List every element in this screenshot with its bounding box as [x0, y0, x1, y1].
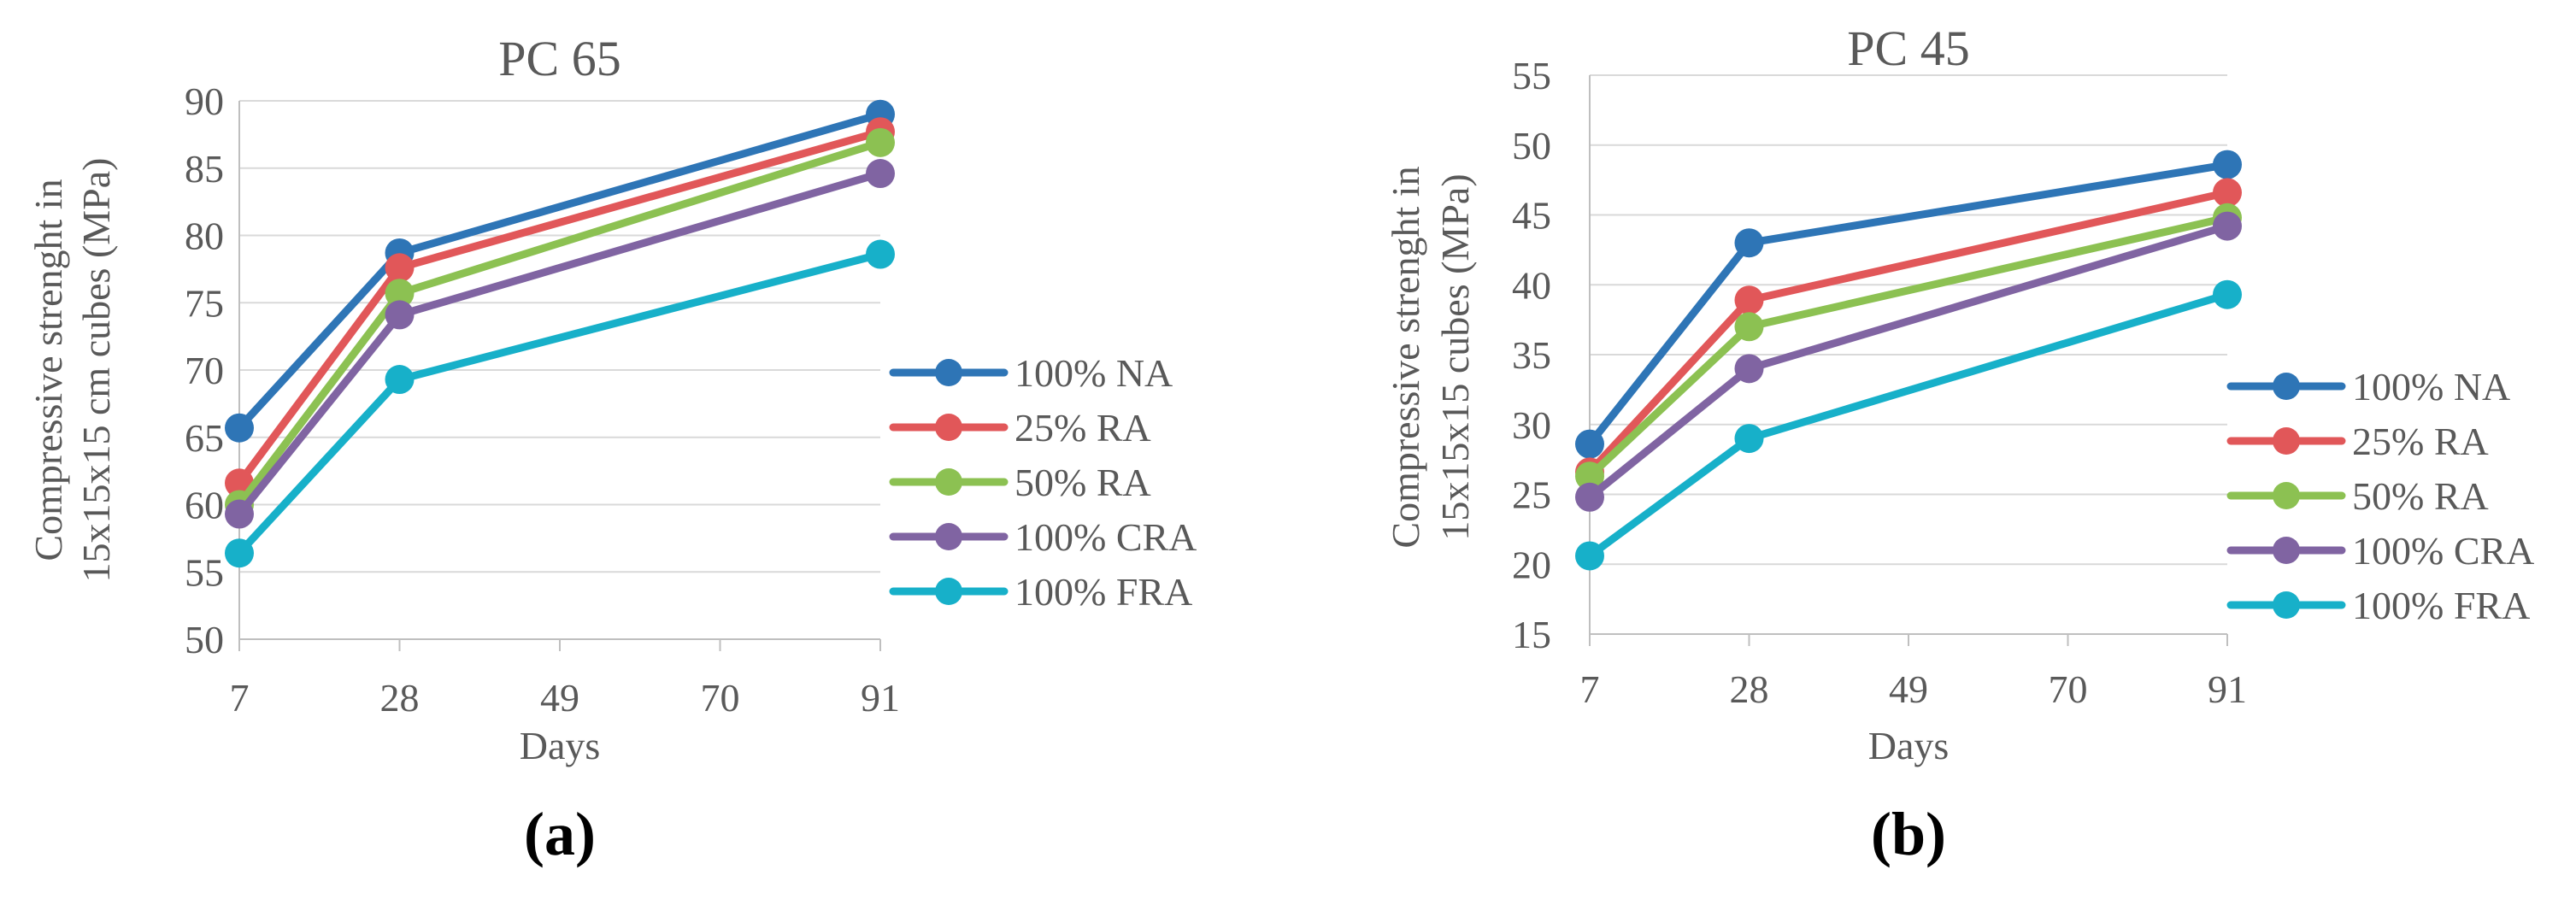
data-point [1575, 429, 1604, 459]
y-tick-label: 30 [1512, 403, 1551, 447]
legend-label: 50% RA [1015, 461, 1151, 504]
y-axis-label: 15x15x15 cubes (MPa) [1433, 173, 1477, 540]
data-point [866, 159, 895, 189]
x-tick-label: 7 [1580, 667, 1600, 711]
x-tick-label: 91 [861, 676, 900, 720]
y-tick-label: 50 [1512, 124, 1551, 167]
data-point [1734, 354, 1764, 384]
legend-label: 100% FRA [1015, 570, 1192, 614]
legend-marker [935, 523, 962, 550]
legend-marker [935, 578, 962, 605]
chart-title: PC 45 [1847, 21, 1969, 76]
legend-marker [2273, 373, 2300, 400]
legend-label: 25% RA [2352, 420, 2489, 463]
data-point [385, 279, 415, 308]
x-tick-label: 28 [380, 676, 420, 720]
data-point [1575, 541, 1604, 571]
y-tick-label: 40 [1512, 263, 1551, 307]
series-line [235, 127, 885, 487]
y-tick-label: 35 [1512, 333, 1551, 377]
y-tick-label: 70 [185, 349, 224, 392]
y-tick-label: 15 [1512, 613, 1551, 656]
data-point [1575, 461, 1604, 491]
x-tick-label: 91 [2208, 667, 2247, 711]
data-point [225, 499, 254, 529]
legend-marker [2273, 591, 2300, 619]
legend-label: 50% RA [2352, 474, 2489, 518]
data-point [225, 413, 254, 443]
legend-label: 25% RA [1015, 406, 1151, 450]
data-point [1575, 482, 1604, 512]
data-point [385, 300, 415, 330]
data-point [2213, 150, 2242, 179]
x-tick-label: 7 [230, 676, 250, 720]
y-tick-label: 25 [1512, 473, 1551, 517]
panel-label: (b) [1871, 800, 1946, 868]
y-axis-label: 15x15x15 cm cubes (MPa) [74, 158, 118, 583]
data-point [1734, 285, 1764, 315]
data-point [866, 239, 895, 269]
legend-marker [2273, 537, 2300, 564]
chart-title: PC 65 [498, 31, 620, 86]
y-tick-label: 90 [185, 79, 224, 123]
x-tick-label: 49 [1889, 667, 1928, 711]
legend-label: 100% NA [2352, 365, 2510, 408]
legend-marker [2273, 427, 2300, 455]
y-tick-label: 45 [1512, 194, 1551, 238]
panel-label: (a) [524, 800, 596, 868]
y-axis-label: Compressive strenght in [1384, 166, 1427, 548]
data-point [1734, 312, 1764, 342]
legend-label: 100% CRA [1015, 515, 1197, 559]
y-tick-label: 55 [185, 550, 224, 594]
legend-marker [2273, 482, 2300, 509]
x-tick-label: 28 [1730, 667, 1769, 711]
series-line [1585, 161, 2232, 449]
series-line [235, 250, 885, 557]
x-tick-label: 70 [2049, 667, 2088, 711]
legend-label: 100% CRA [2352, 529, 2534, 573]
series-line [1585, 188, 2232, 476]
data-point [1734, 228, 1764, 258]
legend-marker [935, 414, 962, 441]
y-axis-label: Compressive strenght in [26, 179, 70, 561]
data-point [385, 365, 415, 395]
data-point [2213, 279, 2242, 309]
y-tick-label: 80 [185, 214, 224, 258]
x-tick-label: 49 [540, 676, 579, 720]
x-tick-label: 70 [701, 676, 740, 720]
y-tick-label: 55 [1512, 54, 1551, 97]
x-axis-label: Days [1868, 724, 1950, 767]
data-point [385, 253, 415, 283]
y-tick-label: 85 [185, 147, 224, 191]
y-tick-label: 50 [185, 618, 224, 661]
data-point [2213, 178, 2242, 208]
legend-label: 100% NA [1015, 351, 1173, 395]
data-point [225, 538, 254, 568]
y-tick-label: 75 [185, 281, 224, 325]
legend-label: 100% FRA [2352, 584, 2530, 627]
x-axis-label: Days [520, 724, 601, 767]
data-point [2213, 211, 2242, 241]
data-point [866, 127, 895, 157]
y-tick-label: 20 [1512, 543, 1551, 586]
y-tick-label: 65 [185, 416, 224, 460]
y-tick-label: 60 [185, 484, 224, 527]
legend-marker [935, 468, 962, 496]
data-point [1734, 424, 1764, 454]
legend-marker [935, 359, 962, 386]
